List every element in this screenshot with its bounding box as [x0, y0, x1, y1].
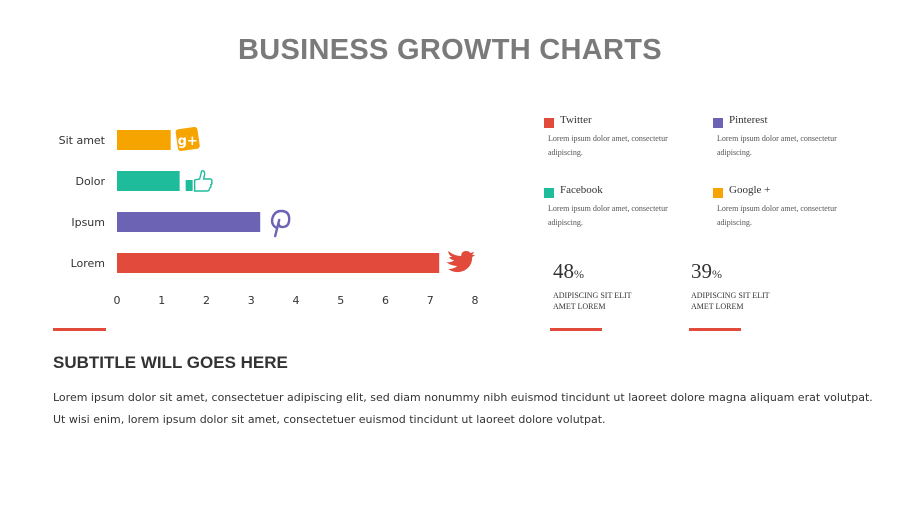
legend-swatch: [544, 188, 554, 198]
x-tick-label: 7: [427, 294, 434, 307]
thumbs-up-icon: [185, 170, 213, 192]
legend-description: Lorem ipsum dolor amet, consectetur adip…: [548, 134, 668, 157]
body-paragraph-1: Lorem ipsum dolor sit amet, consectetuer…: [53, 391, 873, 404]
stat-label: ADIPISCING SIT ELIT AMET LOREM: [691, 291, 770, 311]
legend-description: Lorem ipsum dolor amet, consectetur adip…: [717, 204, 837, 227]
stat-2-underline: [689, 328, 741, 331]
bar-chart: Sit amet g+ Dolor Ipsum Lorem 0 1 2 3 4 5 6 7 8: [59, 126, 479, 307]
x-tick-label: 1: [158, 294, 165, 307]
legend-label: Facebook: [560, 184, 603, 196]
x-tick-label: 0: [114, 294, 121, 307]
bar: [117, 253, 440, 273]
body-text: Lorem ipsum dolor sit amet, consectetuer…: [53, 387, 873, 431]
stat-value: 39%: [691, 259, 722, 283]
legend-description: Lorem ipsum dolor amet, consectetur adip…: [548, 204, 668, 227]
pinterest-icon: [270, 209, 291, 238]
category-label: Sit amet: [59, 134, 106, 147]
legend-swatch: [544, 118, 554, 128]
category-label: Lorem: [71, 257, 105, 270]
subtitle: SUBTITLE WILL GOES HERE: [53, 353, 288, 372]
stat-1: 48% ADIPISCING SIT ELIT AMET LOREM: [553, 259, 663, 312]
x-tick-label: 6: [382, 294, 389, 307]
x-tick-label: 8: [472, 294, 479, 307]
stat-1-underline: [550, 328, 602, 331]
x-tick-label: 5: [337, 294, 344, 307]
body-paragraph-2: Ut wisi enim, lorem ipsum dolor sit amet…: [53, 413, 606, 426]
twitter-bird-icon: [446, 251, 476, 273]
legend-swatch: [713, 118, 723, 128]
legend-description: Lorem ipsum dolor amet, consectetur adip…: [717, 134, 837, 157]
stat-label: ADIPISCING SIT ELIT AMET LOREM: [553, 291, 632, 311]
x-tick-label: 2: [203, 294, 210, 307]
stat-value: 48%: [553, 259, 584, 283]
svg-text:g+: g+: [178, 134, 198, 149]
x-tick-label: 3: [248, 294, 255, 307]
legend-label: Google +: [729, 184, 771, 196]
legend-label: Pinterest: [729, 114, 768, 126]
x-tick-label: 4: [293, 294, 300, 307]
bar: [117, 212, 261, 232]
legend-swatch: [713, 188, 723, 198]
stat-2: 39% ADIPISCING SIT ELIT AMET LOREM: [691, 259, 801, 312]
bar: [117, 171, 180, 191]
legend-label: Twitter: [560, 114, 592, 126]
category-label: Ipsum: [71, 216, 105, 229]
section-divider: [53, 328, 106, 331]
category-label: Dolor: [75, 175, 105, 188]
page-title: BUSINESS GROWTH CHARTS: [238, 34, 662, 66]
bar: [117, 130, 171, 150]
google-plus-icon: g+: [175, 126, 200, 152]
